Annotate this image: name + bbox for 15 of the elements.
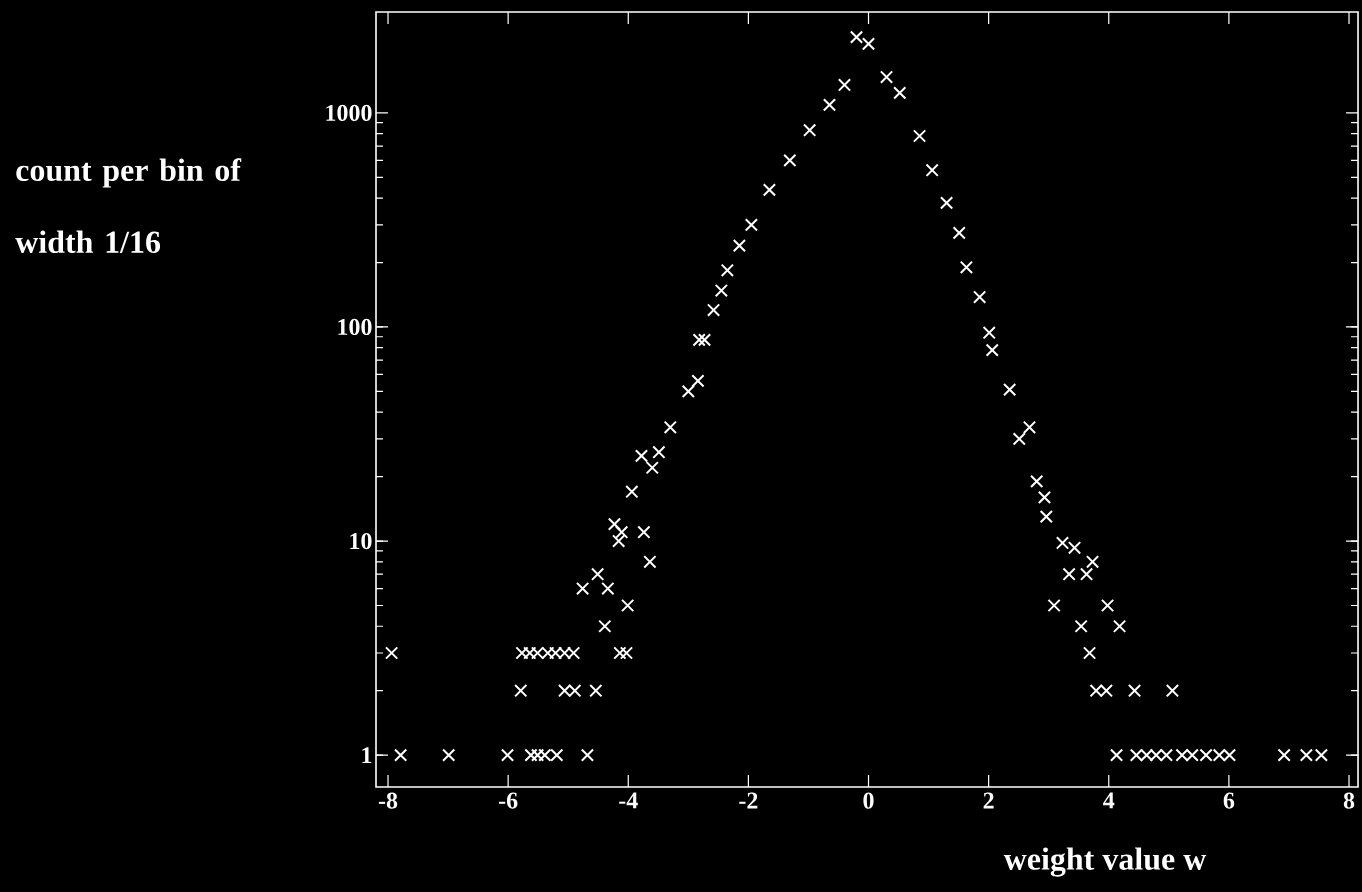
y-tick-label: 1 (362, 747, 372, 764)
x-tick-label: 4 (1103, 792, 1115, 809)
x-tick-label: -2 (739, 792, 758, 809)
y-tick-label: 10 (350, 532, 372, 550)
x-tick-label: -4 (619, 792, 638, 809)
x-tick-label: -6 (499, 792, 518, 809)
y-tick-label: 100 (338, 318, 372, 336)
text: count per bin of width 1/16 (15, 158, 242, 254)
x-axis-title: weight value w (1003, 847, 1207, 877)
x-tick-label: -8 (378, 792, 398, 809)
x-tick-label: 6 (1223, 792, 1235, 809)
x-tick-label: 0 (863, 792, 874, 809)
x-tick-label: 2 (983, 792, 994, 809)
y-tick-label: 1000 (326, 104, 372, 121)
x-tick-label: 8 (1343, 792, 1355, 809)
